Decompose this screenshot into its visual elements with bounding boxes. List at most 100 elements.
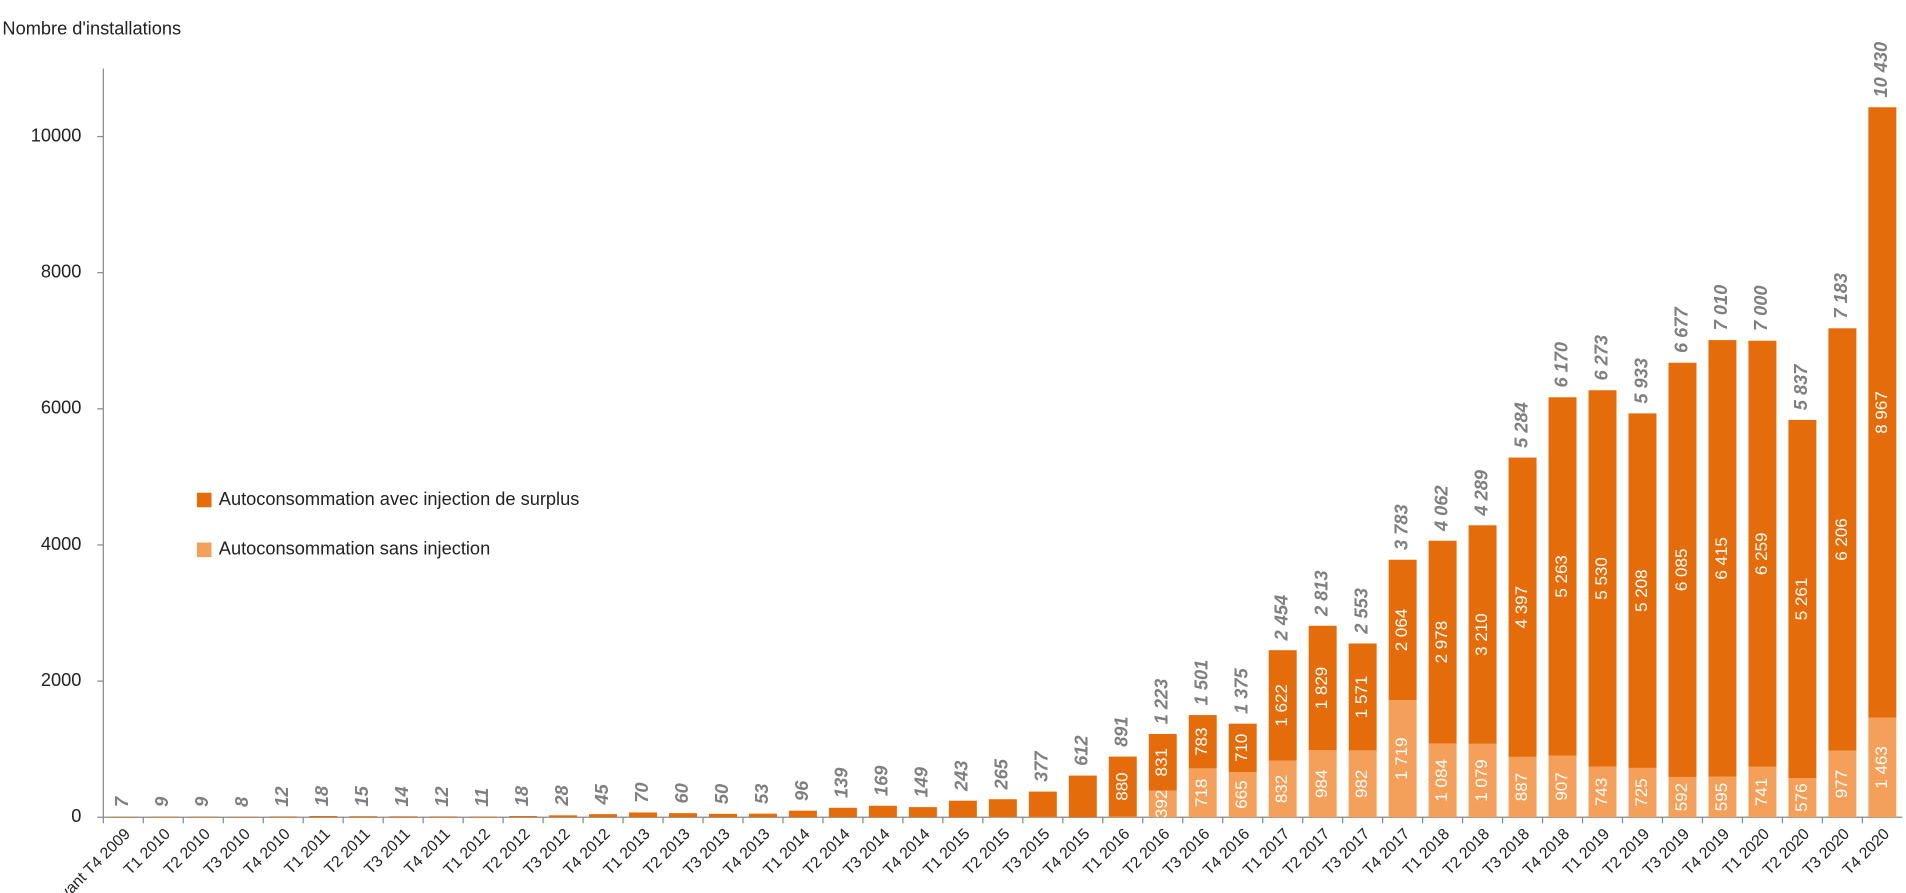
segment-label: 6 206 xyxy=(1832,518,1851,561)
total-label: 7 183 xyxy=(1830,273,1851,319)
segment-label: 1 622 xyxy=(1272,684,1291,727)
total-label: 891 xyxy=(1111,716,1132,746)
bar-segment xyxy=(1148,733,1177,791)
total-label: 1 375 xyxy=(1231,667,1252,713)
bar-segment xyxy=(1668,776,1697,818)
total-label: 2 553 xyxy=(1350,588,1371,635)
total-label: 4 289 xyxy=(1470,469,1491,516)
bar-segment xyxy=(1188,715,1217,769)
bar-segment xyxy=(868,805,897,818)
bar-segment xyxy=(509,816,538,818)
total-label: 60 xyxy=(671,783,692,803)
total-label: 12 xyxy=(271,786,292,806)
bar-segment xyxy=(589,814,618,818)
bar-segment xyxy=(1708,340,1737,777)
bar-segment xyxy=(1108,756,1137,817)
bar-segment xyxy=(1348,643,1377,751)
bar-segment xyxy=(1308,750,1337,818)
total-label: 377 xyxy=(1031,751,1052,782)
segment-label: 907 xyxy=(1552,772,1571,800)
total-label: 28 xyxy=(551,784,572,806)
bar-segment xyxy=(1668,362,1697,777)
total-label: 3 783 xyxy=(1390,504,1411,550)
bar-segment xyxy=(549,815,578,818)
segment-label: 392 xyxy=(1152,790,1171,818)
segment-label: 8 967 xyxy=(1872,391,1891,434)
total-label: 149 xyxy=(911,766,932,797)
bar-segment xyxy=(988,799,1017,817)
segment-label: 741 xyxy=(1752,778,1771,806)
bar-segment xyxy=(1428,743,1457,818)
y-tick-label: 8000 xyxy=(41,260,82,281)
bar-segment xyxy=(1788,419,1817,779)
total-label: 9 xyxy=(151,796,172,807)
segment-label: 982 xyxy=(1352,770,1371,798)
segment-label: 576 xyxy=(1792,783,1811,811)
total-label: 96 xyxy=(791,780,812,801)
bar-segment xyxy=(309,816,338,818)
total-label: 7 010 xyxy=(1710,285,1731,331)
bar-segment xyxy=(1108,816,1137,818)
segment-label: 710 xyxy=(1232,734,1251,762)
bar-segment xyxy=(1428,540,1457,744)
segment-label: 1 829 xyxy=(1312,667,1331,710)
bar-segment xyxy=(1588,766,1617,818)
x-tick-label: Avant T4 2009 xyxy=(50,825,134,893)
segment-label: 725 xyxy=(1632,778,1651,806)
total-label: 8 xyxy=(231,796,252,807)
total-label: 10 430 xyxy=(1870,42,1891,98)
segment-label: 1 571 xyxy=(1352,676,1371,719)
total-label: 139 xyxy=(831,767,852,798)
y-tick-label: 6000 xyxy=(41,397,82,418)
bar-segment xyxy=(1588,390,1617,767)
bar-segment xyxy=(1548,755,1577,818)
segment-label: 6 085 xyxy=(1672,549,1691,592)
segment-label: 1 079 xyxy=(1472,759,1491,802)
bar-segment xyxy=(1268,760,1297,818)
bar-segment xyxy=(189,816,218,818)
bar-segment xyxy=(748,813,777,818)
segment-label: 592 xyxy=(1672,783,1691,811)
segment-label: 3 210 xyxy=(1472,613,1491,656)
bar-segment xyxy=(1708,776,1737,818)
bar-segment xyxy=(908,807,937,818)
segment-label: 2 064 xyxy=(1392,609,1411,652)
total-label: 243 xyxy=(951,761,972,792)
segment-label: 832 xyxy=(1272,775,1291,803)
bar-segment xyxy=(1468,743,1497,818)
bar-segment xyxy=(1628,413,1657,768)
bar-segment xyxy=(1188,768,1217,818)
total-label: 2 813 xyxy=(1310,570,1331,617)
segment-label: 595 xyxy=(1712,783,1731,811)
total-label: 14 xyxy=(391,786,412,806)
bar-segment xyxy=(1628,767,1657,818)
bar-segment xyxy=(1308,625,1337,751)
total-label: 53 xyxy=(751,784,772,804)
total-label: 50 xyxy=(711,784,732,804)
legend-swatch xyxy=(196,542,212,558)
legend-swatch xyxy=(196,492,212,508)
bar-segment xyxy=(788,810,817,818)
y-tick-label: 4000 xyxy=(41,533,82,554)
segment-label: 977 xyxy=(1832,770,1851,798)
segment-label: 783 xyxy=(1192,728,1211,756)
y-tick-label: 2000 xyxy=(41,669,82,690)
total-label: 12 xyxy=(431,786,452,806)
bar-segment xyxy=(1348,750,1377,818)
bar-segment xyxy=(1028,791,1057,817)
total-label: 2 454 xyxy=(1270,595,1291,642)
bar-segment xyxy=(1508,457,1537,757)
total-label: 7 xyxy=(111,796,132,807)
total-label: 6 677 xyxy=(1670,307,1691,353)
bar-segment xyxy=(828,807,857,818)
total-label: 5 933 xyxy=(1630,358,1651,404)
bar-segment xyxy=(1268,650,1297,761)
bar-segment xyxy=(349,816,378,818)
bar-segment xyxy=(229,816,258,818)
legend-label: Autoconsommation sans injection xyxy=(219,538,490,559)
bar-segment xyxy=(1868,107,1897,718)
total-label: 612 xyxy=(1071,735,1092,765)
bar-segment xyxy=(1828,750,1857,818)
bar-segment xyxy=(1388,700,1417,818)
segment-label: 5 208 xyxy=(1632,569,1651,612)
